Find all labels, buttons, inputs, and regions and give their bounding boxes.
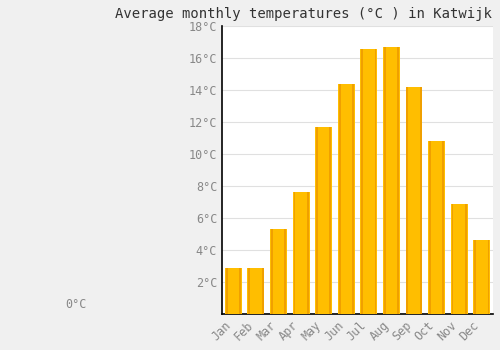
Bar <box>362 49 363 314</box>
Bar <box>450 204 468 314</box>
Bar <box>226 267 228 314</box>
Title: Average monthly temperatures (°C ) in Katwijk aan den Rijn: Average monthly temperatures (°C ) in Ka… <box>114 7 500 21</box>
Bar <box>428 141 445 314</box>
Bar <box>330 127 332 314</box>
Bar <box>406 87 422 314</box>
Bar <box>383 47 400 314</box>
Text: 0°C: 0°C <box>65 298 86 311</box>
Bar <box>338 84 354 314</box>
Bar <box>384 47 386 314</box>
Bar <box>248 267 264 314</box>
Bar <box>465 204 466 314</box>
Bar <box>294 193 296 314</box>
Bar <box>316 127 318 314</box>
Bar <box>406 87 408 314</box>
Bar <box>315 127 332 314</box>
Bar <box>248 267 250 314</box>
Bar <box>352 84 354 314</box>
Bar <box>338 84 340 314</box>
Bar <box>239 267 241 314</box>
Bar <box>262 267 264 314</box>
Bar <box>225 267 242 314</box>
Bar <box>474 240 490 314</box>
Bar <box>474 240 476 314</box>
Bar <box>270 229 287 314</box>
Bar <box>271 229 273 314</box>
Bar <box>429 141 431 314</box>
Bar <box>397 47 399 314</box>
Bar <box>292 193 310 314</box>
Bar <box>488 240 490 314</box>
Bar <box>307 193 308 314</box>
Bar <box>442 141 444 314</box>
Bar <box>360 49 378 314</box>
Bar <box>420 87 422 314</box>
Bar <box>374 49 376 314</box>
Bar <box>452 204 454 314</box>
Bar <box>284 229 286 314</box>
